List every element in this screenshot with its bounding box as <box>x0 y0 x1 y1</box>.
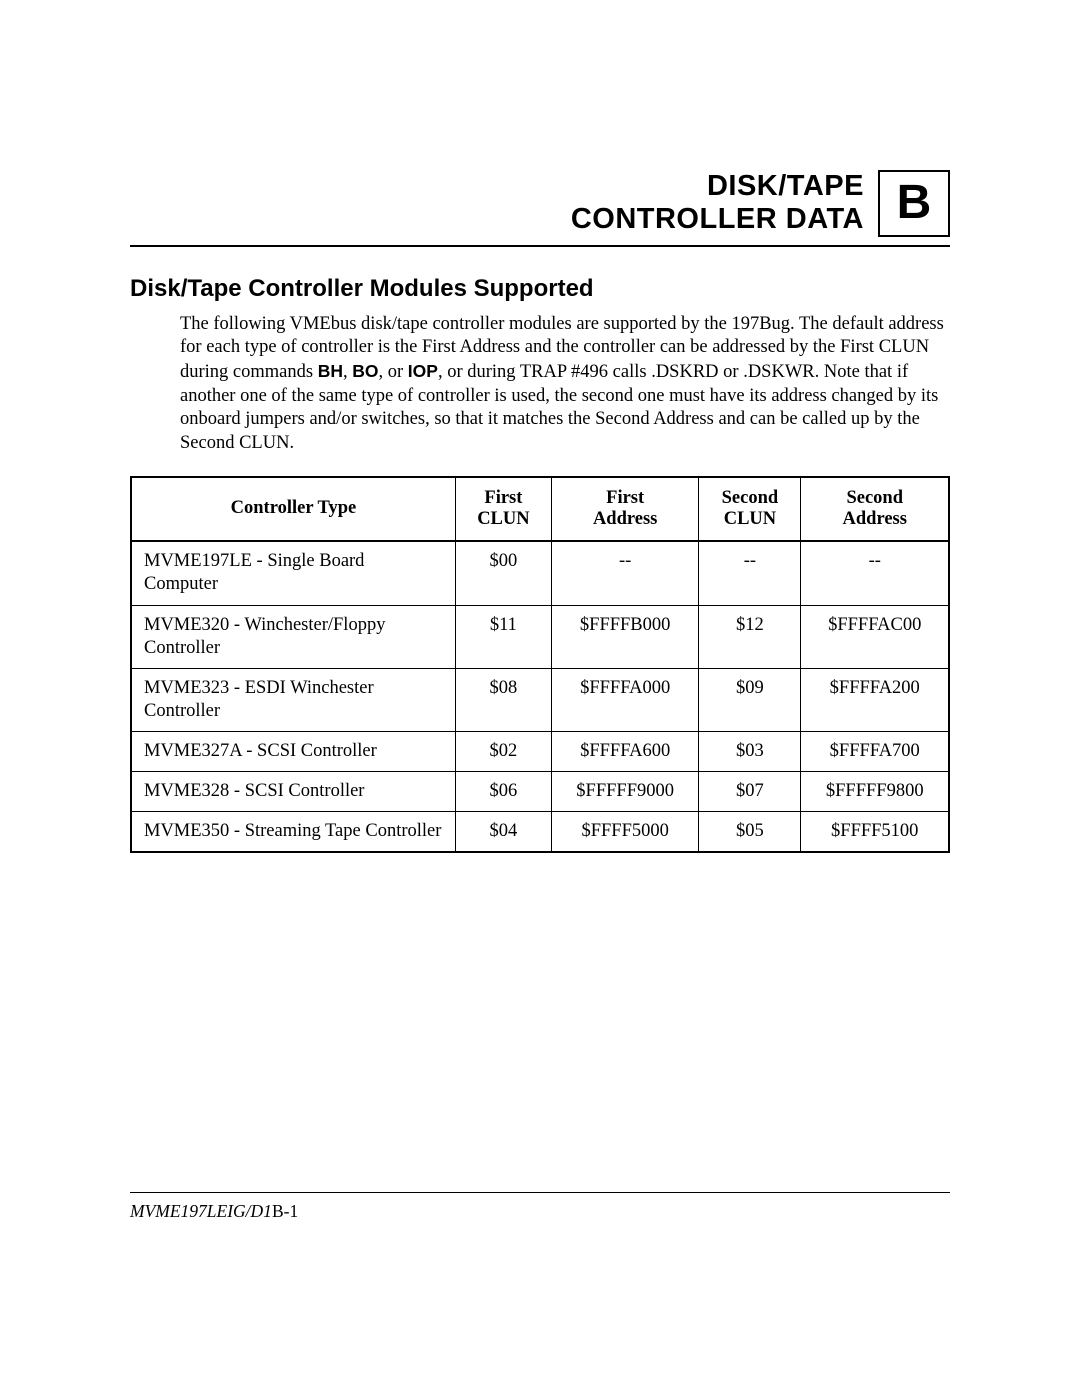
controller-table: Controller Type First CLUN First Address… <box>130 476 950 854</box>
table-cell: MVME197LE - Single Board Computer <box>131 541 455 605</box>
table-cell: $FFFFF9000 <box>551 772 698 812</box>
col-header-saddr-l1: Second <box>846 488 903 508</box>
table-cell: MVME323 - ESDI Winchester Controller <box>131 668 455 731</box>
col-header-fclun-l2: CLUN <box>477 509 529 529</box>
table-cell: $03 <box>699 732 801 772</box>
chapter-letter: B <box>897 179 932 227</box>
table-cell: $09 <box>699 668 801 731</box>
table-cell: $04 <box>455 812 551 853</box>
table-row: MVME327A - SCSI Controller$02$FFFFA600$0… <box>131 732 949 772</box>
table-cell: MVME350 - Streaming Tape Controller <box>131 812 455 853</box>
table-cell: $05 <box>699 812 801 853</box>
col-header-first-address: First Address <box>551 477 698 542</box>
table-cell: $FFFFB000 <box>551 605 698 668</box>
table-header-row: Controller Type First CLUN First Address… <box>131 477 949 542</box>
table-cell: -- <box>801 541 949 605</box>
table-row: MVME350 - Streaming Tape Controller$04$F… <box>131 812 949 853</box>
footer-page: B-1 <box>272 1201 298 1221</box>
table-cell: $02 <box>455 732 551 772</box>
table-cell: MVME328 - SCSI Controller <box>131 772 455 812</box>
table-body: MVME197LE - Single Board Computer$00----… <box>131 541 949 852</box>
table-cell: $07 <box>699 772 801 812</box>
chapter-letter-box: B <box>878 170 950 237</box>
table-row: MVME197LE - Single Board Computer$00----… <box>131 541 949 605</box>
table-cell: -- <box>551 541 698 605</box>
col-header-fclun-l1: First <box>484 488 522 508</box>
col-header-type-l2: Controller Type <box>231 498 357 518</box>
table-cell: $12 <box>699 605 801 668</box>
table-row: MVME320 - Winchester/Floppy Controller$1… <box>131 605 949 668</box>
col-header-first-clun: First CLUN <box>455 477 551 542</box>
table-cell: $FFFF5000 <box>551 812 698 853</box>
intro-paragraph: The following VMEbus disk/tape controlle… <box>180 313 950 456</box>
chapter-title-line1: DISK/TAPE <box>707 170 864 202</box>
col-header-type: Controller Type <box>131 477 455 542</box>
col-header-faddr-l2: Address <box>593 509 657 529</box>
table-cell: $FFFF5100 <box>801 812 949 853</box>
chapter-header: DISK/TAPE CONTROLLER DATA B <box>130 170 950 237</box>
page-footer: MVME197LEIG/D1B-1 <box>130 1192 950 1222</box>
col-header-second-clun: Second CLUN <box>699 477 801 542</box>
table-cell: $FFFFA600 <box>551 732 698 772</box>
section-title: Disk/Tape Controller Modules Supported <box>130 275 950 303</box>
cmd-iop: IOP <box>408 361 438 381</box>
cmd-bh: BH <box>318 361 343 381</box>
table-cell: $FFFFA000 <box>551 668 698 731</box>
table-cell: $FFFFA200 <box>801 668 949 731</box>
footer-doc: MVME197LEIG/D1 <box>130 1201 272 1221</box>
cmd-bo: BO <box>352 361 378 381</box>
table-cell: $FFFFF9800 <box>801 772 949 812</box>
para-sep1: , <box>343 362 352 382</box>
para-sep2: , or <box>378 362 407 382</box>
footer-rule <box>130 1192 950 1193</box>
table-row: MVME328 - SCSI Controller$06$FFFFF9000$0… <box>131 772 949 812</box>
table-cell: $08 <box>455 668 551 731</box>
chapter-title: DISK/TAPE CONTROLLER DATA <box>571 170 864 237</box>
table-cell: $06 <box>455 772 551 812</box>
col-header-second-address: Second Address <box>801 477 949 542</box>
table-head: Controller Type First CLUN First Address… <box>131 477 949 542</box>
col-header-saddr-l2: Address <box>843 509 907 529</box>
col-header-sclun-l2: CLUN <box>724 509 776 529</box>
table-cell: $11 <box>455 605 551 668</box>
chapter-title-line2: CONTROLLER DATA <box>571 203 864 235</box>
header-rule <box>130 245 950 247</box>
table-cell: MVME320 - Winchester/Floppy Controller <box>131 605 455 668</box>
col-header-sclun-l1: Second <box>722 488 779 508</box>
table-cell: $00 <box>455 541 551 605</box>
col-header-faddr-l1: First <box>606 488 644 508</box>
page: DISK/TAPE CONTROLLER DATA B Disk/Tape Co… <box>0 0 1080 1397</box>
table-cell: -- <box>699 541 801 605</box>
table-cell: $FFFFA700 <box>801 732 949 772</box>
table-row: MVME323 - ESDI Winchester Controller$08$… <box>131 668 949 731</box>
table-cell: $FFFFAC00 <box>801 605 949 668</box>
footer-text: MVME197LEIG/D1B-1 <box>130 1201 950 1222</box>
table-cell: MVME327A - SCSI Controller <box>131 732 455 772</box>
